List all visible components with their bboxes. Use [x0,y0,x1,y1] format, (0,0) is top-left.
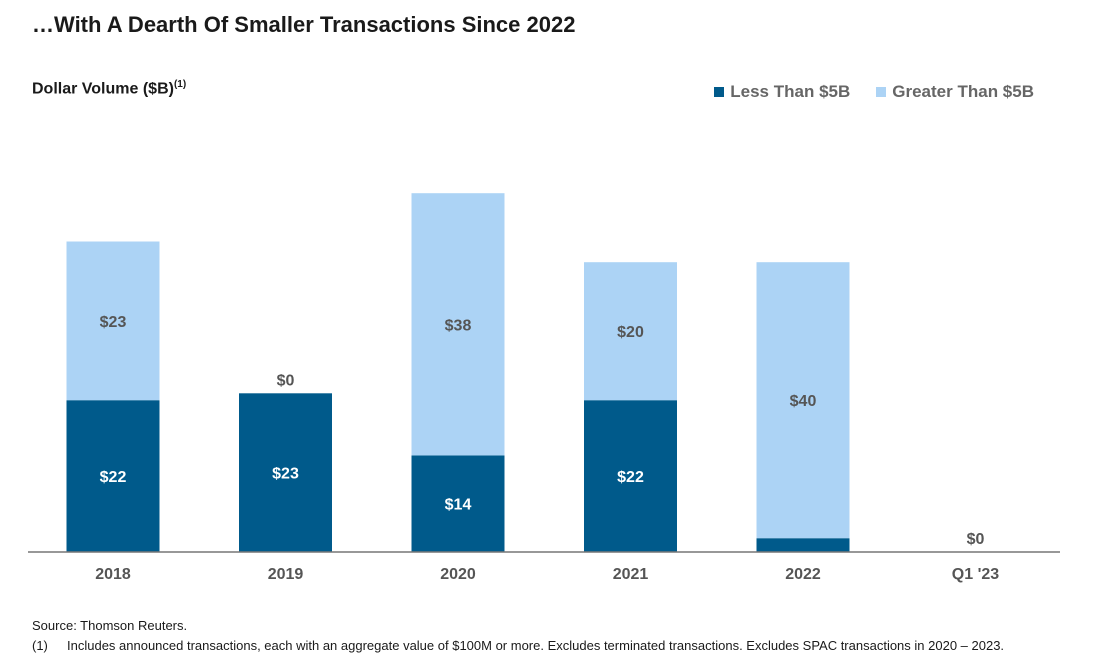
x-tick-label-2022: 2022 [785,566,821,583]
x-tick-label-2021: 2021 [613,566,649,583]
source-note: Source: Thomson Reuters. [32,618,188,633]
bar-less-than-5b-2019 [239,393,332,552]
y-axis-label-text: Dollar Volume ($B) [32,80,174,98]
bar-less-than-5b-2022 [756,538,850,552]
footnote-text: Includes announced transactions, each wi… [67,638,1005,653]
bar-less-than-5b-2018 [66,400,160,552]
data-label-less-than-5b-2021: $22 [617,469,644,486]
legend-item-greater-than-5b: Greater Than $5B [876,82,1034,102]
footnote-number: (1) [32,638,48,653]
data-label-greater-than-5b-2021: $20 [617,324,644,341]
bar-greater-than-5b-2020 [411,193,505,456]
data-label-less-than-5b-2019: $23 [272,466,299,483]
data-label-greater-than-5b-2022: $40 [790,393,817,410]
data-label-less-than-5b-2018: $22 [100,469,127,486]
legend-item-less-than-5b: Less Than $5B [714,82,850,102]
bar-greater-than-5b-2018 [66,241,160,401]
footer: Source: Thomson Reuters. (1) Includes an… [32,616,1004,656]
footnote: (1) Includes announced transactions, eac… [32,636,1004,656]
y-axis-label: Dollar Volume ($B)(1) [32,79,186,98]
x-tick-label-2018: 2018 [95,566,131,583]
bar-greater-than-5b-2022 [756,262,850,539]
data-label-greater-than-5b-Q123: $0 [967,531,985,548]
legend-label-greater-than-5b: Greater Than $5B [892,82,1034,101]
bar-less-than-5b-2020 [411,455,505,552]
y-axis-label-footnote: (1) [173,79,187,90]
chart-title: …With A Dearth Of Smaller Transactions S… [32,12,576,37]
data-label-greater-than-5b-2020: $38 [445,317,472,334]
data-label-greater-than-5b-2019: $0 [277,372,295,389]
x-tick-label-2020: 2020 [440,566,476,583]
data-label-less-than-5b-2020: $14 [445,497,472,514]
legend-swatch-less-than-5b [714,87,725,97]
x-tick-label-Q123: Q1 '23 [952,566,999,583]
data-label-greater-than-5b-2018: $23 [100,314,127,331]
bar-greater-than-5b-2021 [584,262,677,401]
legend-label-less-than-5b: Less Than $5B [730,82,851,101]
legend: Less Than $5B Greater Than $5B [714,82,1034,102]
bar-less-than-5b-2021 [584,400,677,552]
legend-swatch-greater-than-5b [876,87,887,97]
x-tick-label-2019: 2019 [268,566,304,583]
